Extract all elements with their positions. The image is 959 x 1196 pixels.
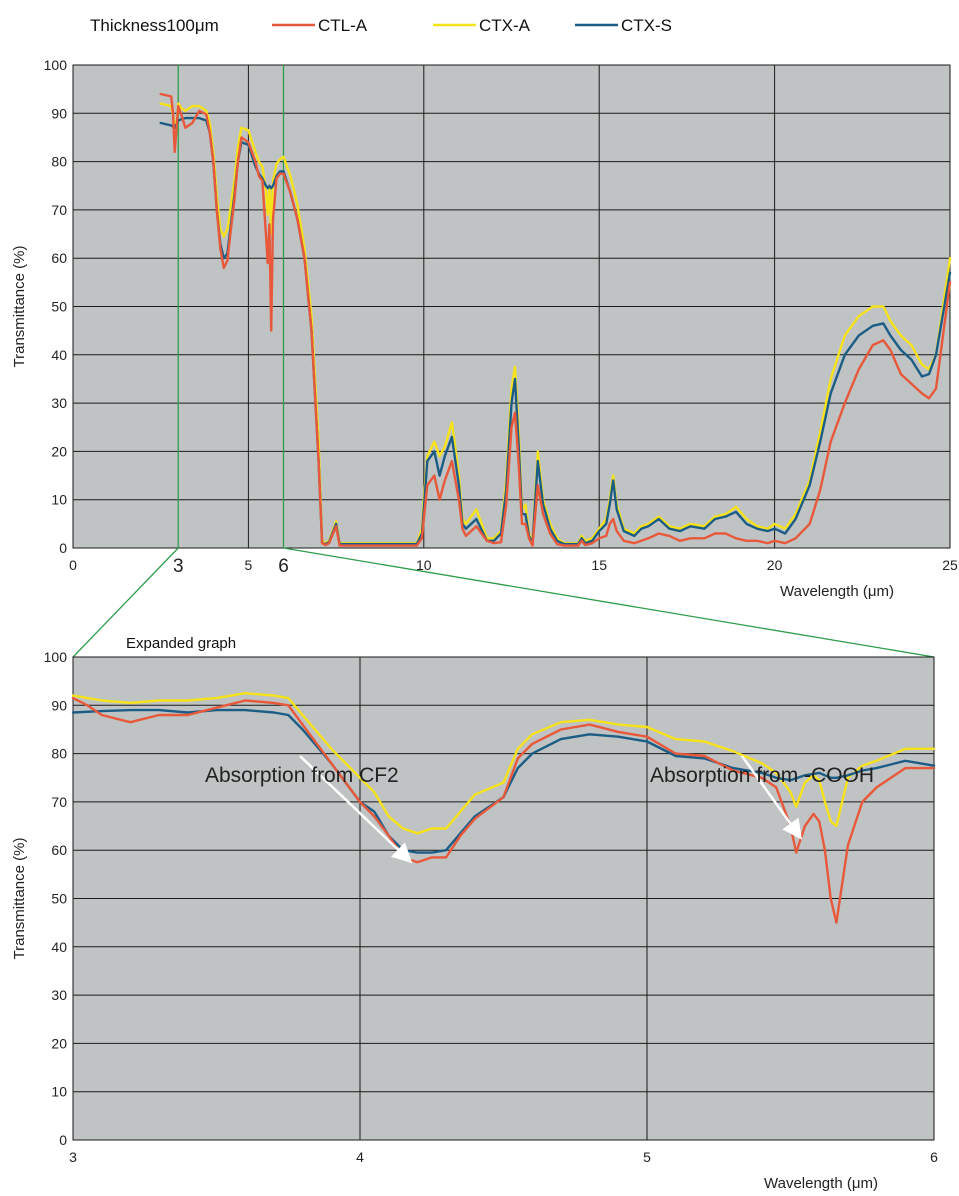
legend-label-ctl-a: CTL-A — [318, 16, 368, 35]
legend: Thickness100μm CTL-A CTX-A CTX-S — [90, 16, 672, 35]
y-tick-60: 60 — [51, 250, 67, 266]
full-series — [159, 92, 952, 547]
x-tick-6: 6 — [930, 1149, 938, 1165]
series-line-ctx-s — [71, 708, 936, 854]
annotation-arrow-1 — [299, 755, 413, 864]
y-tick-30: 30 — [51, 987, 67, 1003]
y-tick-60: 60 — [51, 842, 67, 858]
y-tick-90: 90 — [51, 697, 67, 713]
y-tick-70: 70 — [51, 794, 67, 810]
y-tick-10: 10 — [51, 1084, 67, 1100]
x-tick-15: 15 — [591, 557, 607, 573]
full-grid — [72, 64, 951, 549]
x-tick-5: 5 — [245, 557, 253, 573]
x-tick-4: 4 — [356, 1149, 364, 1165]
zoom-connector-left — [72, 547, 179, 658]
y-tick-100: 100 — [44, 57, 68, 73]
x-tick-0: 0 — [69, 557, 77, 573]
expanded-y-axis-label: Transmittance (%) — [11, 838, 28, 960]
zoom-guides — [72, 65, 935, 658]
y-tick-40: 40 — [51, 939, 67, 955]
y-tick-20: 20 — [51, 443, 67, 459]
y-tick-90: 90 — [51, 105, 67, 121]
series-line-ctl-a — [71, 696, 936, 924]
zoom-connector-right — [283, 547, 935, 658]
annotation-text-2: Absorption from -COOH — [650, 764, 874, 787]
expanded-title: Expanded graph — [126, 635, 236, 652]
x-tick-highlight-6: 6 — [278, 556, 289, 577]
y-tick-50: 50 — [51, 299, 67, 315]
full-x-axis-label: Wavelength (μm) — [780, 583, 894, 600]
expanded-grid — [72, 656, 935, 1141]
annotation-text-1: Absorption from CF2 — [205, 764, 399, 787]
legend-label-ctx-s: CTX-S — [621, 16, 672, 35]
series-line-ctl-a — [159, 92, 952, 547]
thickness-label: Thickness100μm — [90, 16, 219, 35]
expanded-tick-labels: 0 10 20 30 40 50 60 70 80 90 100 3 4 5 6 — [44, 649, 938, 1165]
y-tick-80: 80 — [51, 154, 67, 170]
annotations: Absorption from CF2 Absorption from -COOH — [205, 755, 874, 864]
expanded-chart: 0 10 20 30 40 50 60 70 80 90 100 3 4 5 6 Expanded grap… — [11, 635, 938, 1192]
full-tick-labels: 0 10 20 30 40 50 60 70 80 90 100 0 5 10 15 20 25 3 6 — [44, 57, 958, 577]
y-tick-0: 0 — [59, 540, 67, 556]
full-spectrum-chart: 0 10 20 30 40 50 60 70 80 90 100 0 5 10 15 20 25 3 6 Wavel… — [11, 57, 958, 658]
y-tick-0: 0 — [59, 1132, 67, 1148]
x-tick-25: 25 — [942, 557, 958, 573]
y-tick-80: 80 — [51, 746, 67, 762]
y-tick-30: 30 — [51, 395, 67, 411]
series-line-ctx-a — [71, 692, 936, 835]
annotation-arrow-2 — [740, 755, 803, 840]
series-line-ctx-a — [159, 102, 952, 545]
x-tick-highlight-3: 3 — [173, 556, 184, 577]
x-tick-20: 20 — [767, 557, 783, 573]
y-tick-10: 10 — [51, 492, 67, 508]
expanded-series — [71, 692, 936, 924]
y-tick-70: 70 — [51, 202, 67, 218]
y-tick-100: 100 — [44, 649, 68, 665]
full-y-axis-label: Transmittance (%) — [11, 246, 28, 368]
x-tick-10: 10 — [416, 557, 432, 573]
y-tick-50: 50 — [51, 891, 67, 907]
legend-label-ctx-a: CTX-A — [479, 16, 531, 35]
x-tick-5: 5 — [643, 1149, 651, 1165]
expanded-x-axis-label: Wavelength (μm) — [764, 1175, 878, 1192]
x-tick-3: 3 — [69, 1149, 77, 1165]
y-tick-20: 20 — [51, 1035, 67, 1051]
y-tick-40: 40 — [51, 347, 67, 363]
